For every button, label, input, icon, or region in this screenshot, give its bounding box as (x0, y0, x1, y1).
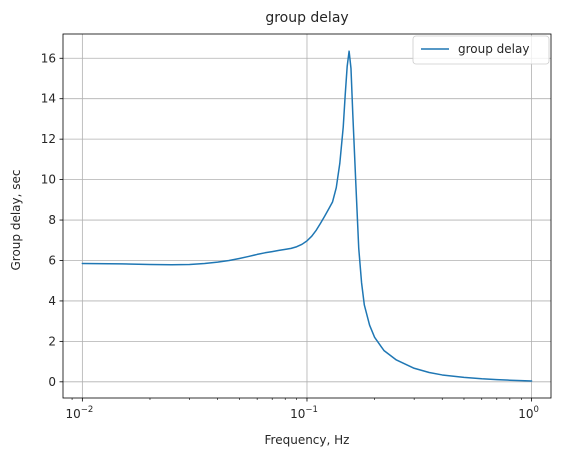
y-tick-label: 4 (48, 294, 56, 308)
y-axis-label: Group delay, sec (9, 170, 23, 271)
x-tick-label: 100 (518, 405, 539, 421)
y-tick-label: 8 (48, 213, 56, 227)
legend-label: group delay (458, 42, 529, 56)
y-tick-label: 10 (41, 173, 56, 187)
y-axis-ticks: 0 2 4 6 8 10 12 14 16 (41, 51, 63, 389)
grid (63, 34, 551, 398)
y-tick-label: 6 (48, 253, 56, 267)
x-axis-label: Frequency, Hz (265, 433, 350, 447)
x-axis-ticks: 10−2 10−1 100 (65, 398, 539, 421)
series-layer (81, 50, 533, 382)
y-tick-label: 0 (48, 375, 56, 389)
y-tick-label: 12 (41, 132, 56, 146)
y-tick-label: 2 (48, 334, 56, 348)
chart-title: group delay (265, 10, 348, 26)
y-tick-label: 16 (41, 51, 56, 65)
x-tick-label: 10−2 (65, 405, 93, 421)
legend: group delay (412, 35, 550, 65)
series-line-group-delay (81, 50, 533, 382)
y-tick-label: 14 (41, 92, 56, 106)
x-tick-label: 10−1 (290, 405, 318, 421)
legend-box (412, 35, 550, 65)
